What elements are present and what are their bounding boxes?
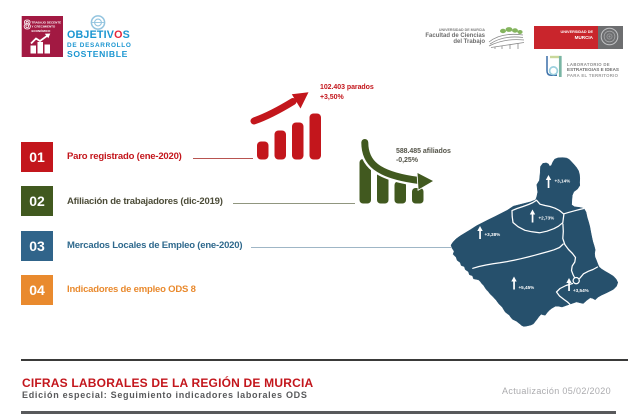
svg-text:TRABAJO DECENTE: TRABAJO DECENTE	[32, 20, 62, 24]
svg-text:8: 8	[24, 18, 31, 32]
svg-text:+2,73%: +2,73%	[539, 215, 555, 220]
svg-text:ECONÓMICO: ECONÓMICO	[32, 28, 52, 33]
svg-text:Y CRECIMIENTO: Y CRECIMIENTO	[32, 25, 56, 29]
svg-text:+3,54%: +3,54%	[573, 288, 589, 293]
svg-text:+3,14%: +3,14%	[555, 178, 571, 183]
svg-text:+3,38%: +3,38%	[485, 232, 501, 237]
svg-text:+5,45%: +5,45%	[519, 285, 535, 290]
